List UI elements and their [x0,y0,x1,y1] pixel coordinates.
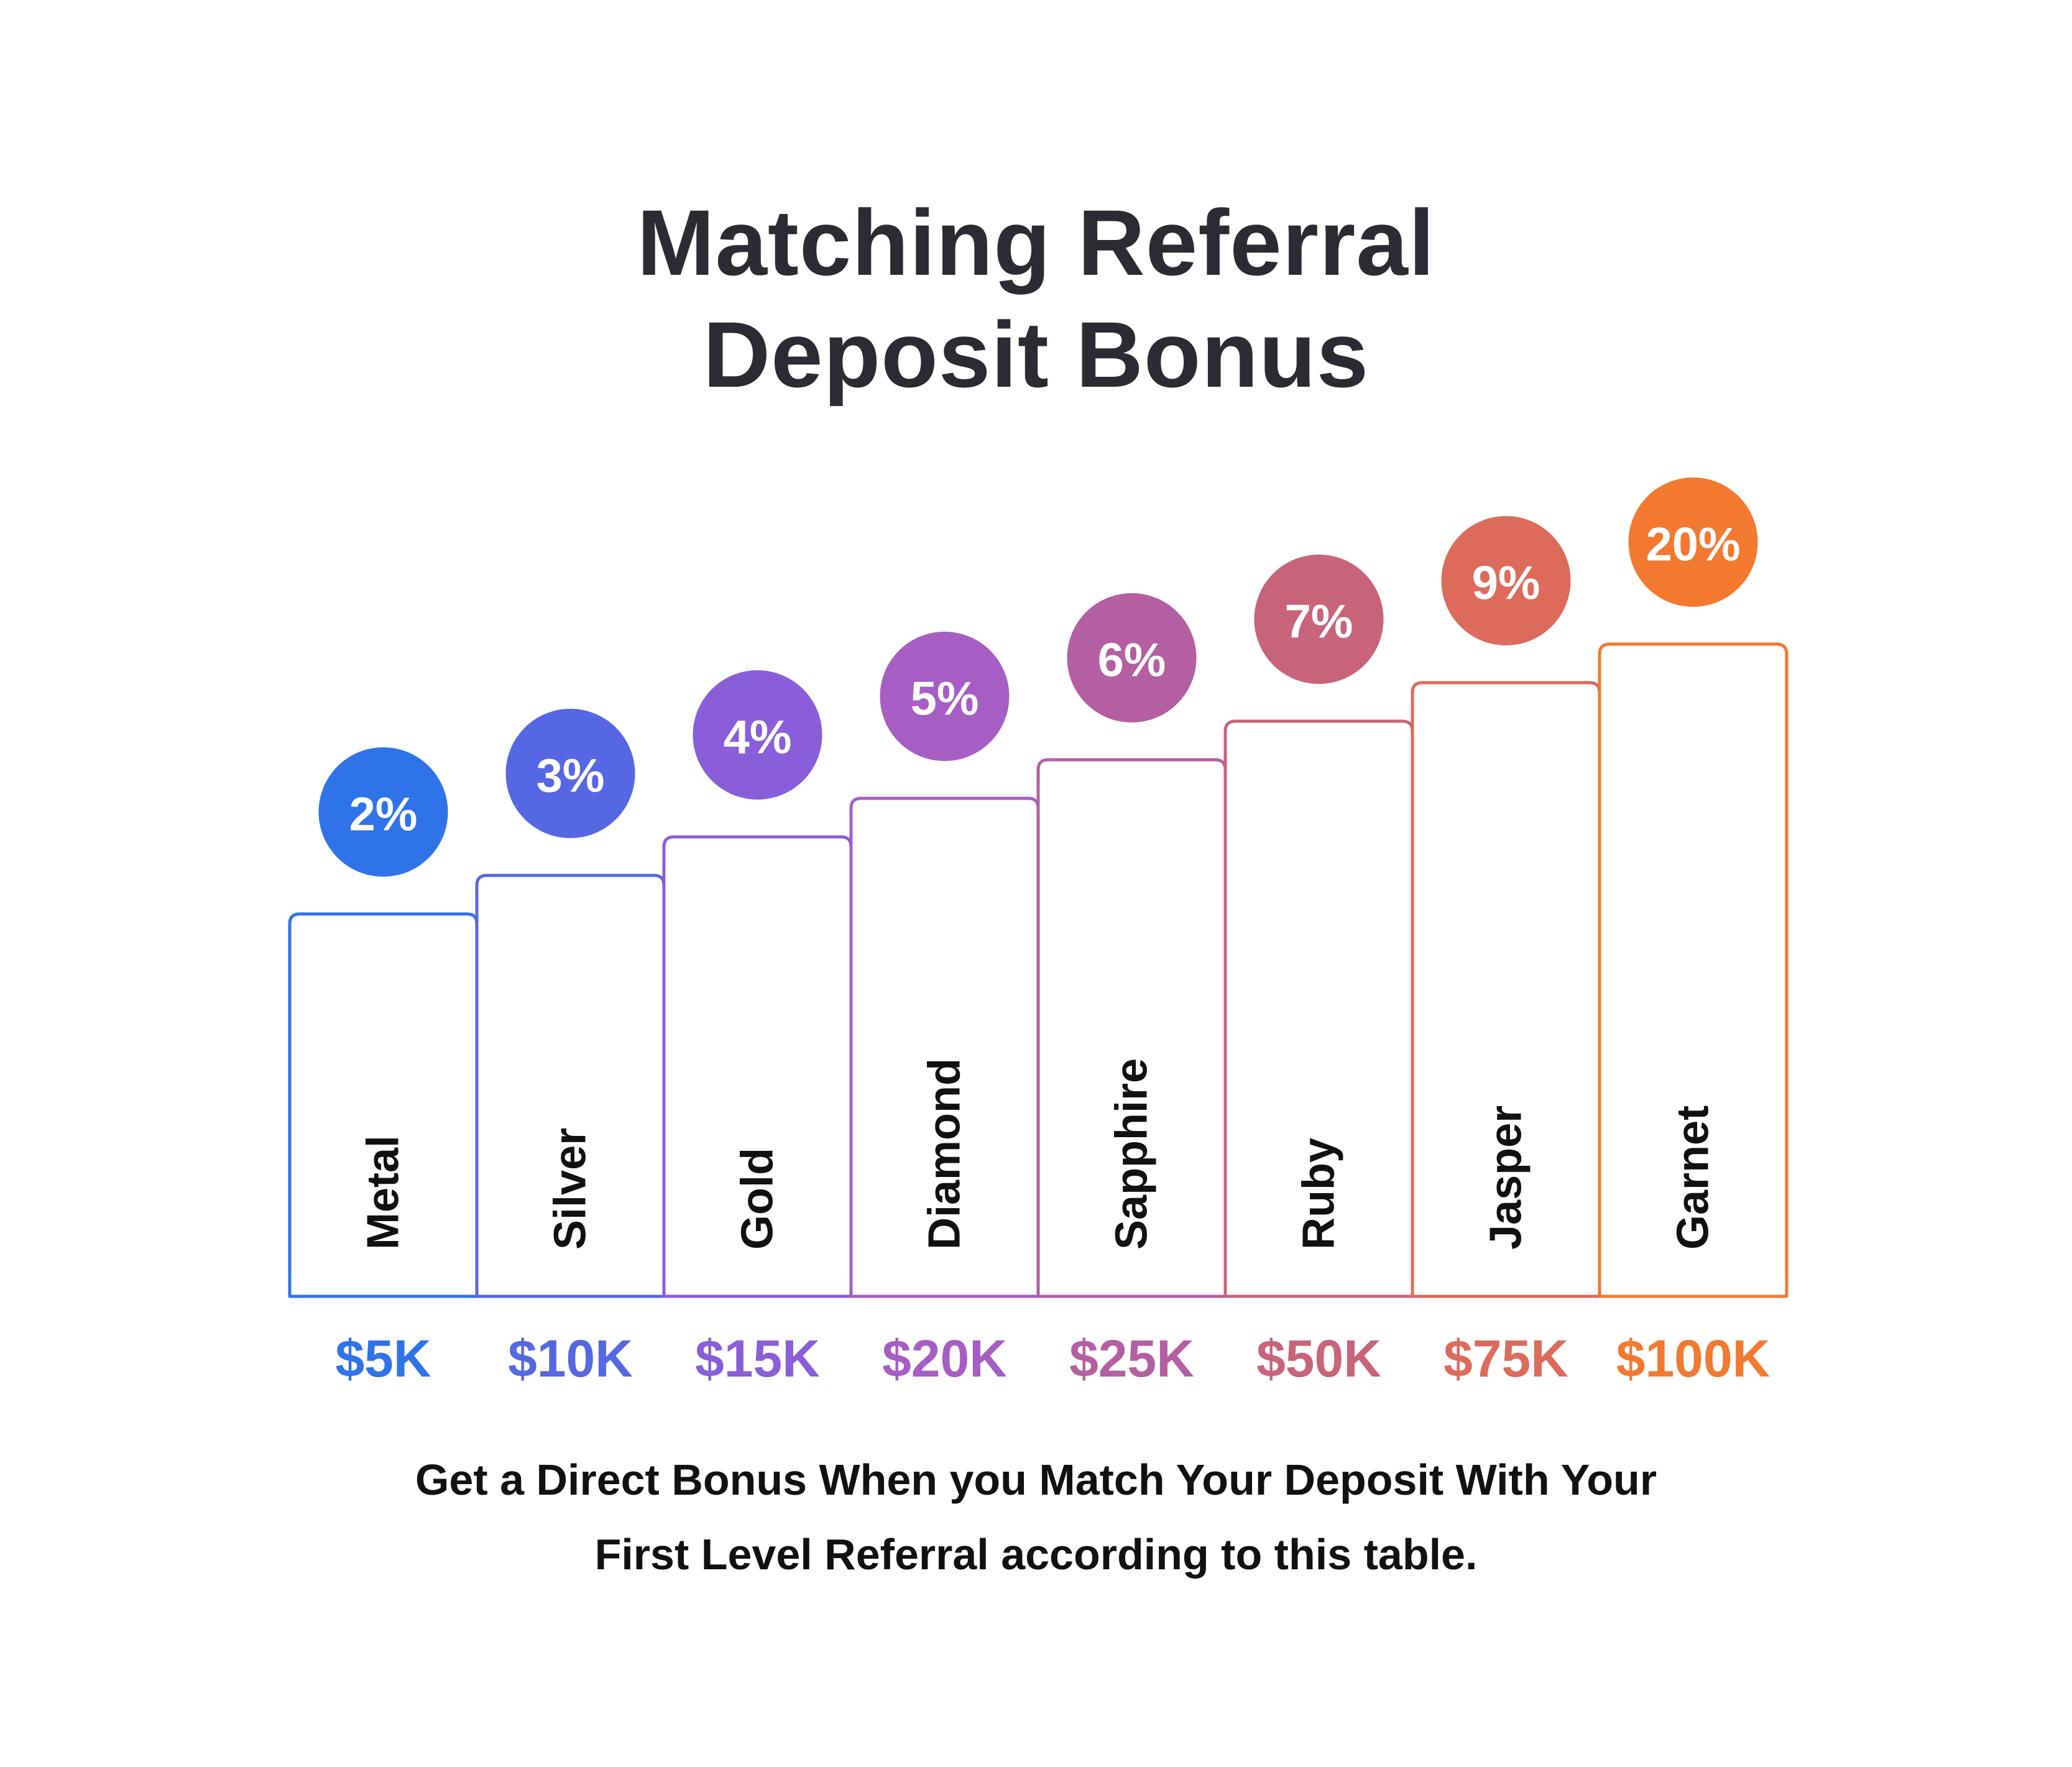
deposit-label-jasper: $75K [1443,1329,1568,1388]
tier-label-silver: Silver [546,1128,596,1250]
deposit-label-silver: $10K [508,1329,633,1388]
value-label-metal: 2% [349,788,418,841]
value-badges-group: 2% 3% 4% 5% 6% 7% 9% 20% [318,478,1758,877]
value-badge-circle-diamond [880,632,1010,761]
caption-line-2: First Level Referral according to this t… [594,1530,1478,1579]
value-label-garnet: 20% [1646,519,1740,571]
value-badge-circle-gold [693,670,822,800]
deposit-label-metal: $5K [335,1329,431,1388]
tier-label-gold: Gold [733,1148,783,1250]
tier-label-jasper: Jasper [1481,1105,1531,1250]
value-label-silver: 3% [536,750,605,803]
deposit-label-diamond: $20K [882,1329,1007,1388]
chart-title-line-2: Deposit Bonus [702,302,1370,407]
value-badge-circle-sapphire [1067,593,1197,722]
caption-line-1: Get a Direct Bonus When you Match Your D… [415,1456,1657,1504]
tier-label-sapphire: Sapphire [1107,1058,1157,1250]
value-label-sapphire: 6% [1098,634,1166,687]
value-badge-circle-jasper [1441,516,1571,645]
value-label-ruby: 7% [1285,596,1353,648]
value-badge-circle-metal [318,747,448,877]
tier-label-ruby: Ruby [1294,1138,1344,1250]
value-label-diamond: 5% [911,673,979,726]
deposit-label-garnet: $100K [1616,1329,1770,1388]
tier-label-garnet: Garnet [1669,1105,1718,1250]
tier-label-metal: Metal [359,1135,408,1250]
deposit-label-ruby: $50K [1256,1329,1381,1388]
value-badge-circle-garnet [1628,478,1758,607]
value-label-gold: 4% [724,711,792,764]
deposit-labels-group: $5K $10K $15K $20K $25K $50K $75K $100K [335,1329,1770,1388]
chart-title-line-1: Matching Referral [637,190,1435,295]
bar-garnet [1598,642,1789,1298]
deposit-label-gold: $15K [695,1329,820,1388]
value-label-jasper: 9% [1472,557,1540,610]
bars-group: Metal Silver Gold Diamond Sapphire Ruby Jasper… [288,642,1789,1298]
tier-label-diamond: Diamond [920,1058,970,1250]
deposit-label-sapphire: $25K [1069,1329,1194,1388]
value-badge-circle-ruby [1254,555,1384,684]
value-badge-circle-silver [505,709,635,838]
